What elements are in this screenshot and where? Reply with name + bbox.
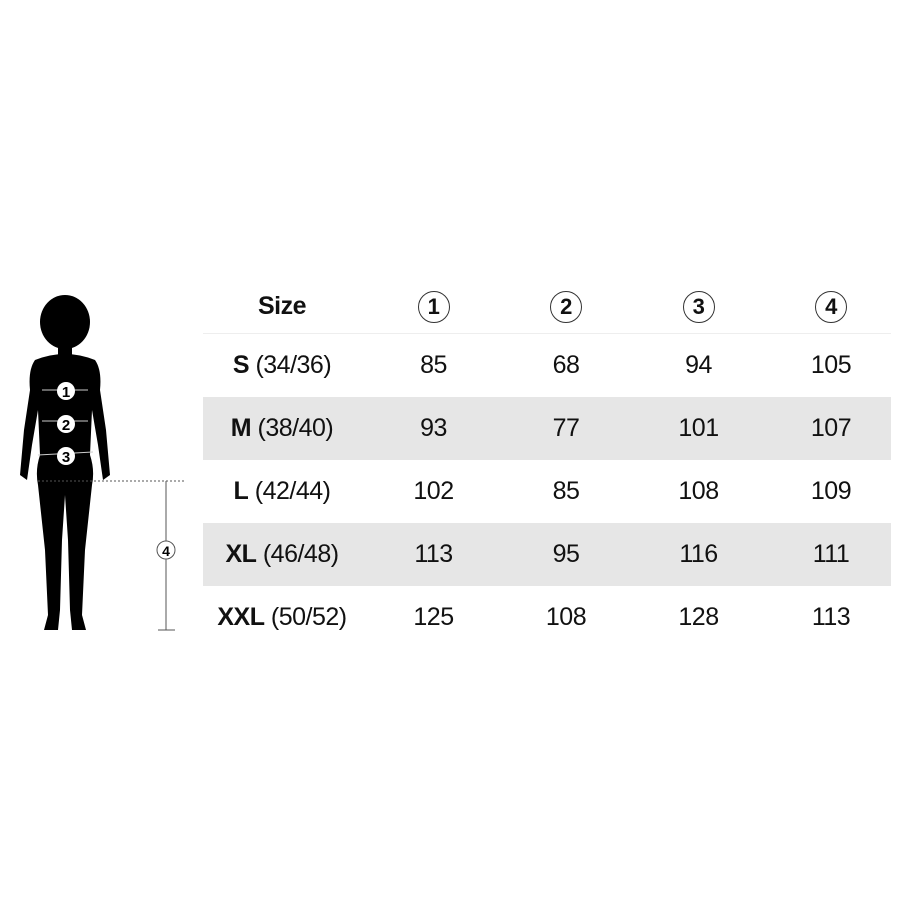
inseam-measure (38, 480, 185, 631)
value-cell: 68 (552, 351, 580, 379)
value-cell: 93 (420, 414, 447, 442)
table-row: S (34/36) 85 68 94 105 (203, 334, 891, 397)
value-cell: 107 (810, 414, 852, 442)
column-3-header: 3 (682, 290, 715, 323)
size-cell: XL (46/48) (225, 540, 339, 568)
size-cell: M (38/40) (230, 414, 334, 442)
value-cell: 113 (811, 603, 851, 631)
measure-markers: 1 2 3 (57, 382, 75, 466)
column-4-header: 4 (815, 290, 847, 323)
marker-2: 2 (62, 417, 70, 434)
marker-1: 1 (62, 384, 70, 401)
value-cell: 95 (552, 540, 580, 568)
marker-4: 4 (162, 543, 170, 559)
value-cell: 116 (679, 540, 718, 568)
column-1-header: 1 (417, 290, 450, 323)
value-cell: 108 (678, 477, 719, 505)
value-cell: 128 (678, 603, 719, 631)
value-cell: 109 (810, 477, 852, 505)
value-cell: 101 (678, 414, 719, 442)
value-cell: 113 (414, 540, 453, 568)
size-cell: S (34/36) (232, 351, 332, 379)
value-cell: 108 (545, 603, 587, 631)
value-cell: 125 (413, 603, 454, 631)
woman-silhouette-figure: 1 2 3 4 (20, 295, 185, 631)
size-cell: XXL (50/52) (217, 603, 347, 631)
size-cell: L (42/44) (233, 477, 331, 505)
silhouette-icon (20, 295, 110, 630)
value-cell: 85 (420, 351, 447, 379)
value-cell: 102 (413, 477, 454, 505)
value-cell: 105 (810, 351, 852, 379)
value-cell: 77 (552, 414, 580, 442)
value-cell: 85 (552, 477, 580, 505)
column-2-header: 2 (550, 290, 582, 323)
table-header: Size 1 2 3 4 (203, 280, 891, 334)
table-row: L (42/44) 102 85 108 109 (203, 460, 891, 523)
size-chart-table: Size 1 2 3 4 S (34/36) 85 68 94 105 M (3… (203, 280, 891, 649)
table-row: M (38/40) 93 77 101 107 (203, 397, 891, 460)
value-cell: 94 (685, 351, 712, 379)
table-row: XXL (50/52) 125 108 128 113 (203, 586, 891, 649)
marker-3: 3 (62, 449, 70, 466)
value-cell: 111 (812, 540, 850, 568)
table-row: XL (46/48) 113 95 116 111 (203, 523, 891, 586)
size-header: Size (257, 292, 307, 320)
